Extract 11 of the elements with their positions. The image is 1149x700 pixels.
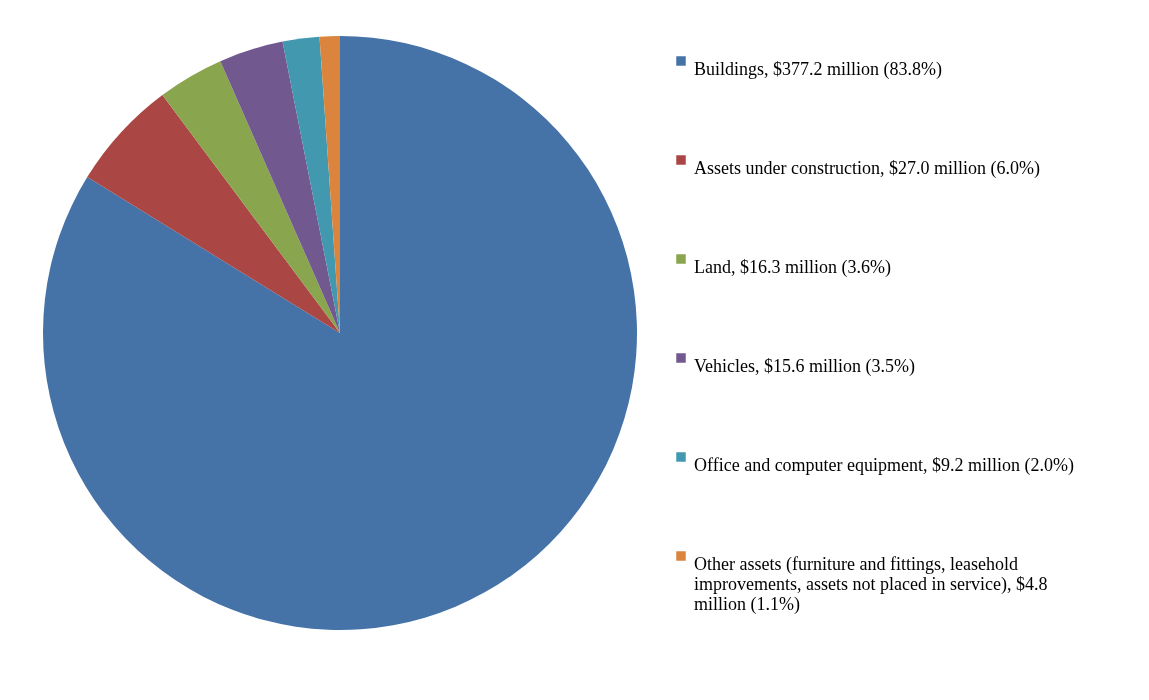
legend-label: Buildings, $377.2 million (83.8%) bbox=[694, 59, 943, 80]
legend-label: Office and computer equipment, $9.2 million (2.0%) bbox=[694, 455, 1075, 476]
legend-label: Other assets (furniture and fittings, leasehold improvements, assets not placed in service), $4.8 million (1.1%) bbox=[694, 554, 1048, 615]
legend-label: Assets under construction, $27.0 million (6.0%) bbox=[694, 158, 1040, 179]
pie-slice bbox=[282, 36, 340, 333]
pie-slice bbox=[43, 36, 637, 630]
pie-slice bbox=[87, 94, 340, 333]
legend-label: Land, $16.3 million (3.6%) bbox=[694, 257, 891, 278]
legend-label: Vehicles, $15.6 million (3.5%) bbox=[694, 356, 915, 377]
pie-slice bbox=[220, 41, 340, 333]
pie-slice bbox=[162, 61, 340, 333]
